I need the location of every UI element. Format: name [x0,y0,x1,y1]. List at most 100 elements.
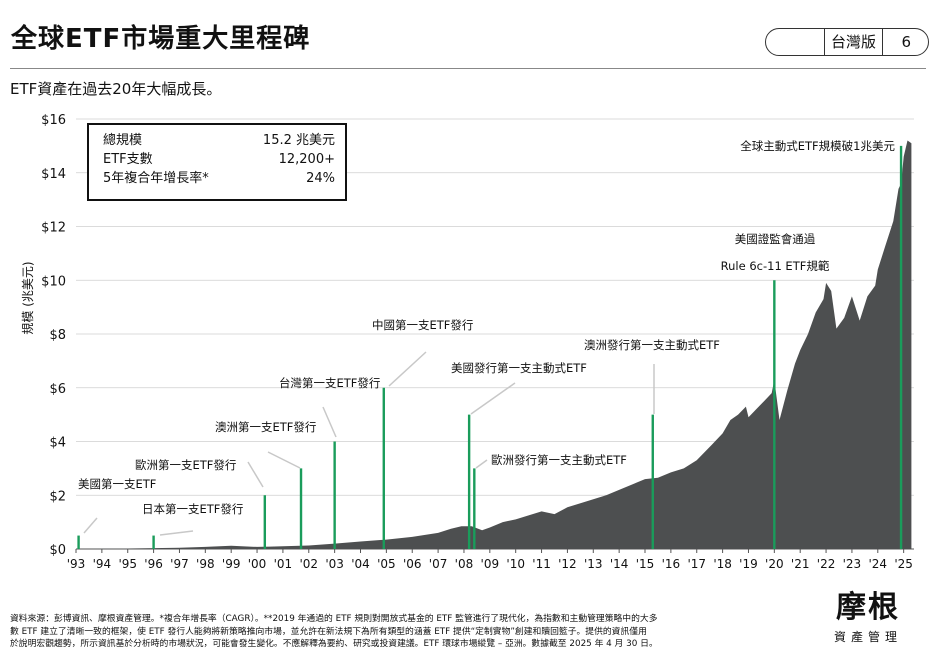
annotation-leader [247,461,264,488]
milestone-label: 全球主動式ETF規模破1兆美元 [740,139,895,153]
stat-row-total: 總規模 15.2 兆美元 [103,131,335,150]
x-tick-label: '96 [144,557,163,571]
x-tick-label: '09 [481,557,500,571]
x-tick-label: '93 [67,557,86,571]
stat-value: 24% [306,171,335,186]
milestone-bar [651,414,654,549]
source-footnote: 資料來源：彭博資訊、摩根資產管理。*複合年增長率（CAGR）。**2019 年通… [10,613,795,651]
annotation-leader [388,351,427,387]
y-axis-ticks: $0 $2 $4 $6 $8 $10 $12 $14 $16 [41,113,66,558]
milestone-bar [382,387,385,549]
region-badge: 台灣版 6 [765,28,929,56]
x-tick-label: '22 [817,557,836,571]
milestone-bar [299,468,303,549]
milestone-label: 日本第一支ETF發行 [142,502,243,516]
x-tick-label: '08 [455,557,474,571]
x-tick-label: '25 [894,557,913,571]
x-tick-label: '12 [558,557,577,571]
x-tick-label: '03 [325,557,344,571]
x-tick-label: '94 [93,557,112,571]
x-tick-label: '10 [506,557,525,571]
etf-assets-chart: 美國第一支ETF 日本第一支ETF發行 歐洲第一支ETF發行 澳洲第一支ETF發行 台灣… [20,113,914,571]
milestone-bars [77,145,903,549]
annotation-leader [470,382,516,415]
y-tick-label: $0 [49,543,66,558]
milestone-label: 美國證監會通過 [735,232,816,246]
milestone-label: 美國第一支ETF [78,477,156,491]
footnote-line: 於說明宏觀趨勢，所示資訊基於分析時的市場狀況，可能會發生變化。不應解釋為要約、研… [10,639,658,649]
etf-assets-area [76,140,912,549]
logo-subtitle: 資產管理 [833,630,902,644]
stat-row-cagr: 5年複合年增長率* 24% [103,169,335,188]
stat-label: 5年複合年增長率* [103,171,209,186]
header-divider [10,68,926,69]
stat-row-count: ETF支數 12,200+ [103,150,335,169]
stat-label: ETF支數 [103,152,153,167]
milestone-label: 澳洲發行第一支主動式ETF [584,338,720,352]
x-tick-label: '23 [843,557,862,571]
milestone-label: Rule 6c-11 ETF規範 [721,259,830,273]
stat-value: 12,200+ [278,152,335,167]
x-tick-label: '15 [636,557,655,571]
x-tick-label: '13 [584,557,603,571]
annotation-leader [322,406,337,438]
milestone-label: 歐洲發行第一支主動式ETF [491,453,627,467]
y-tick-label: $12 [41,221,66,236]
annotation-leader [475,459,488,469]
milestone-bar [263,495,267,549]
y-tick-label: $6 [49,382,66,397]
annotation-leaders [83,351,655,536]
stat-value: 15.2 兆美元 [262,133,335,148]
y-tick-label: $8 [49,328,66,343]
x-tick-label: '16 [662,557,681,571]
x-tick-label: '17 [687,557,706,571]
x-tick-label: '19 [739,557,758,571]
company-logo: 摩根 資產管理 [818,590,918,645]
milestone-label: 美國發行第一支主動式ETF [451,361,587,375]
x-tick-label: '14 [610,557,629,571]
annotation-labels: 美國第一支ETF 日本第一支ETF發行 歐洲第一支ETF發行 澳洲第一支ETF發行 台灣… [78,139,895,516]
milestone-bar [773,280,776,549]
milestone-label: 歐洲第一支ETF發行 [135,458,236,472]
summary-stats-box: 總規模 15.2 兆美元 ETF支數 12,200+ 5年複合年增長率* 24% [87,123,347,201]
logo-brand: 摩根 [836,590,900,625]
page-number: 6 [901,33,911,51]
x-tick-label: '98 [196,557,215,571]
milestone-bar [333,441,336,549]
y-tick-label: $4 [49,436,66,451]
milestone-bar [152,535,155,549]
y-tick-label: $14 [41,167,66,182]
x-tick-label: '04 [351,557,370,571]
x-tick-label: '95 [118,557,137,571]
footnote-line: 數 ETF 建立了清晰一致的框架，使 ETF 發行人能夠將新策略推向市場，並允許… [10,626,647,637]
x-tick-label: '99 [222,557,241,571]
milestone-bar [899,145,903,549]
annotation-leader [159,530,194,536]
x-tick-label: '05 [377,557,396,571]
milestone-bar [467,414,471,549]
region-label: 台灣版 [824,29,884,55]
x-tick-label: '11 [532,557,551,571]
y-tick-label: $2 [49,489,66,504]
x-tick-label: '97 [170,557,189,571]
x-tick-label: '00 [248,557,267,571]
x-axis-ticks: '93 '94 '95 '96 '97 '98 '99 '00 '01 '02 '03 '04 '05 '… [67,549,913,571]
chart-subtitle: ETF資產在過去20年大幅成長。 [10,80,222,98]
chart-area-layer [76,140,912,549]
x-tick-label: '18 [713,557,732,571]
milestone-bar [77,535,80,549]
y-tick-label: $10 [41,274,66,289]
footnote-line: 資料來源：彭博資訊、摩根資產管理。*複合年增長率（CAGR）。**2019 年通… [10,614,658,624]
milestone-label: 澳洲第一支ETF發行 [215,420,316,434]
x-tick-label: '07 [429,557,448,571]
x-tick-label: '21 [791,557,810,571]
milestone-label: 中國第一支ETF發行 [372,318,473,332]
x-tick-label: '02 [299,557,318,571]
x-tick-label: '20 [765,557,784,571]
y-tick-label: $16 [41,113,66,128]
y-axis-label: 規模 (兆美元) [20,261,35,334]
page-title: 全球ETF市場重大里程碑 [11,24,311,54]
x-tick-label: '06 [403,557,422,571]
milestone-label: 台灣第一支ETF發行 [279,376,380,390]
annotation-leader [267,451,301,469]
